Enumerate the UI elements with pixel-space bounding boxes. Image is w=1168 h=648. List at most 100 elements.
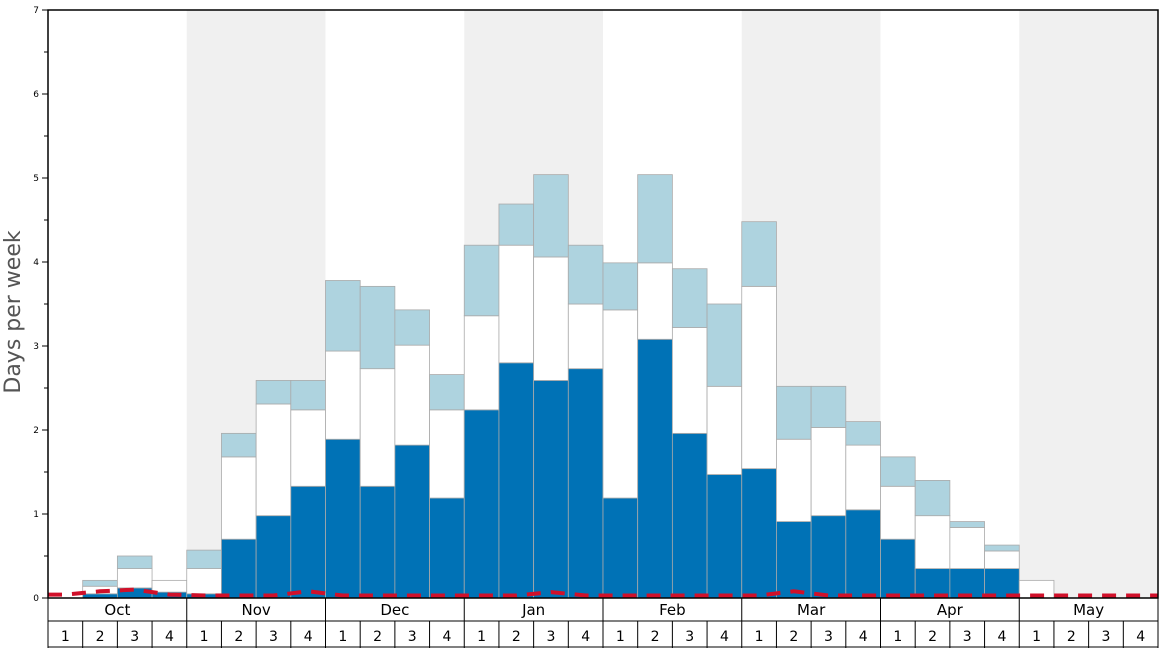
bar-segment-2-1	[116, 568, 153, 589]
week-label: 4	[304, 629, 313, 645]
week-label: 2	[96, 629, 105, 645]
y-tick-label: 7	[33, 6, 39, 16]
week-label: 2	[651, 629, 660, 645]
bar-segment-23-0	[845, 509, 881, 599]
month-label-jan: Jan	[521, 601, 545, 619]
month-label-dec: Dec	[380, 601, 409, 619]
month-label-oct: Oct	[104, 601, 130, 619]
week-label: 1	[755, 629, 764, 645]
week-label: 3	[1102, 629, 1111, 645]
bar-segment-3-1	[151, 579, 188, 593]
bar-segment-23-2	[845, 421, 881, 446]
bar-segment-27-0	[984, 568, 1020, 599]
bar-segment-16-2	[602, 262, 639, 311]
month-label-feb: Feb	[659, 601, 686, 619]
bar-segment-19-0	[706, 474, 743, 599]
bar-segment-9-0	[359, 485, 396, 599]
week-label: 1	[338, 629, 347, 645]
bar-segment-25-1	[914, 515, 951, 569]
y-tick-label: 1	[33, 510, 39, 520]
bar-segment-17-0	[637, 338, 673, 599]
week-label: 3	[547, 629, 556, 645]
y-tick-label: 5	[33, 174, 39, 184]
bar-segment-1-2	[82, 579, 118, 587]
bar-segment-6-1	[255, 403, 292, 517]
bar-segment-18-1	[671, 327, 708, 434]
week-label: 3	[685, 629, 694, 645]
bar-segment-24-0	[880, 538, 916, 599]
bar-segment-6-0	[255, 515, 292, 599]
bar-segment-12-1	[463, 315, 500, 411]
week-label: 1	[893, 629, 902, 645]
week-label: 2	[1067, 629, 1076, 645]
bar-segment-10-2	[394, 309, 430, 346]
bar-segment-25-0	[914, 568, 951, 599]
plot-frame	[47, 9, 1159, 599]
bar-segment-10-0	[394, 444, 430, 599]
week-label: 3	[824, 629, 833, 645]
week-label: 2	[789, 629, 798, 645]
bar-segment-23-1	[845, 444, 881, 511]
bar-segment-4-2	[186, 549, 222, 569]
bar-segment-12-2	[463, 244, 500, 317]
bar-segment-14-1	[533, 256, 569, 381]
bar-segment-8-2	[325, 280, 361, 352]
bar-segment-19-1	[706, 385, 743, 475]
bar-segment-22-0	[810, 515, 847, 599]
bar-segment-21-1	[776, 438, 812, 522]
bar-segment-26-1	[949, 527, 985, 570]
month-label-may: May	[1073, 601, 1104, 619]
week-label: 4	[720, 629, 729, 645]
y-axis-label: Days per week	[1, 230, 26, 393]
bar-segment-16-1	[602, 309, 639, 499]
bar-segment-9-2	[359, 285, 396, 370]
bar-segment-5-2	[221, 432, 257, 458]
bar-segment-17-2	[637, 174, 673, 264]
week-label: 4	[859, 629, 868, 645]
bar-segment-26-2	[949, 521, 985, 528]
bar-segment-10-1	[394, 344, 430, 446]
bar-segment-4-1	[186, 568, 222, 595]
week-label: 3	[408, 629, 417, 645]
week-label: 4	[581, 629, 590, 645]
bar-segment-15-2	[567, 244, 604, 305]
month-label-apr: Apr	[937, 601, 964, 619]
bar-segment-27-2	[984, 544, 1020, 552]
week-label: 4	[997, 629, 1006, 645]
week-label: 2	[234, 629, 243, 645]
bar-segment-24-1	[880, 485, 916, 540]
bar-segment-22-2	[810, 385, 847, 428]
bar-segment-13-2	[498, 203, 535, 246]
y-tick-label: 0	[33, 594, 39, 604]
week-label: 2	[928, 629, 937, 645]
week-label: 4	[1136, 629, 1145, 645]
bar-segment-21-2	[776, 385, 812, 440]
bar-segment-13-0	[498, 362, 535, 599]
bar-segment-14-0	[533, 380, 569, 599]
y-tick-label: 3	[33, 342, 39, 352]
bar-segment-11-2	[429, 374, 465, 411]
y-tick-label: 6	[33, 90, 39, 100]
month-label-mar: Mar	[797, 601, 826, 619]
trend-line	[48, 587, 1158, 598]
trend-line-layer	[48, 587, 1158, 598]
bar-segment-9-1	[359, 368, 396, 487]
week-label: 1	[477, 629, 486, 645]
bar-segment-5-1	[221, 456, 257, 540]
bar-segment-15-1	[567, 303, 604, 370]
bar-segment-17-1	[637, 262, 673, 340]
y-tick-label: 4	[33, 258, 39, 268]
bar-segment-20-0	[741, 468, 777, 599]
week-label: 1	[1032, 629, 1041, 645]
week-label: 1	[61, 629, 70, 645]
bar-segment-7-0	[290, 485, 326, 599]
bar-segment-8-1	[325, 350, 361, 440]
bar-segment-13-1	[498, 244, 535, 364]
bar-segment-20-2	[741, 221, 777, 287]
y-tick-label: 2	[33, 426, 39, 436]
bar-segment-7-1	[290, 409, 326, 487]
bar-segment-5-0	[221, 538, 257, 599]
week-label: 1	[616, 629, 625, 645]
bar-segment-19-2	[706, 303, 743, 387]
